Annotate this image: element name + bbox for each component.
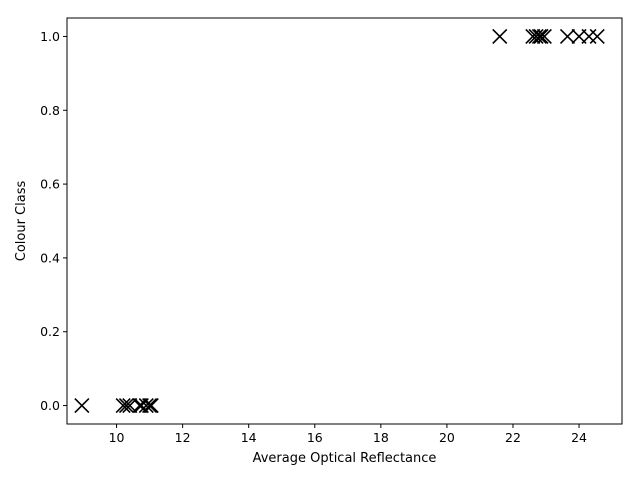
y-tick-label: 0.4 bbox=[40, 250, 60, 265]
data-point-marker bbox=[559, 28, 576, 45]
data-point-marker bbox=[138, 397, 154, 414]
marker-stroke bbox=[74, 397, 90, 414]
marker-stroke bbox=[589, 28, 605, 45]
x-tick-label: 22 bbox=[505, 430, 521, 445]
x-tick-label: 10 bbox=[109, 430, 125, 445]
data-point-marker bbox=[118, 397, 135, 414]
data-point-marker bbox=[581, 28, 597, 45]
marker-stroke bbox=[533, 28, 549, 45]
y-tick-label: 0.8 bbox=[40, 103, 60, 118]
data-point-marker bbox=[536, 28, 552, 45]
y-tick-label: 0.6 bbox=[40, 177, 60, 192]
marker-stroke bbox=[115, 397, 131, 414]
marker-stroke bbox=[492, 28, 508, 45]
marker-stroke bbox=[536, 28, 552, 45]
x-axis: 10 12 14 16 18 20 22 24 bbox=[109, 424, 587, 445]
marker-stroke bbox=[138, 397, 154, 414]
data-point-marker bbox=[589, 28, 605, 45]
data-point-marker bbox=[533, 28, 549, 45]
y-axis-label: Colour Class bbox=[14, 181, 29, 262]
y-tick-label: 1.0 bbox=[40, 29, 60, 44]
data-point-marker bbox=[74, 397, 90, 414]
y-tick-label: 0.0 bbox=[40, 398, 60, 413]
marker-stroke bbox=[118, 397, 135, 414]
axes-frame bbox=[66, 17, 623, 425]
data-point-marker bbox=[492, 28, 508, 45]
x-tick-label: 24 bbox=[571, 430, 587, 445]
marker-stroke bbox=[559, 28, 576, 45]
marker-stroke bbox=[531, 28, 547, 45]
data-point-marker bbox=[143, 397, 159, 414]
data-point-marker bbox=[525, 28, 541, 45]
x-tick-label: 12 bbox=[175, 430, 191, 445]
data-point-marker bbox=[142, 397, 158, 414]
y-axis: 0.0 0.2 0.4 0.6 0.8 1.0 bbox=[40, 29, 67, 413]
x-tick-label: 14 bbox=[241, 430, 257, 445]
x-tick-label: 18 bbox=[373, 430, 389, 445]
x-tick-label: 20 bbox=[439, 430, 455, 445]
data-point-marker bbox=[531, 28, 547, 45]
x-axis-label: Average Optical Reflectance bbox=[253, 451, 437, 466]
y-tick-label: 0.2 bbox=[40, 324, 60, 339]
data-point-marker bbox=[115, 397, 131, 414]
marker-stroke bbox=[143, 397, 159, 414]
plot-area bbox=[74, 28, 605, 414]
marker-stroke bbox=[142, 397, 158, 414]
x-tick-label: 16 bbox=[307, 430, 323, 445]
